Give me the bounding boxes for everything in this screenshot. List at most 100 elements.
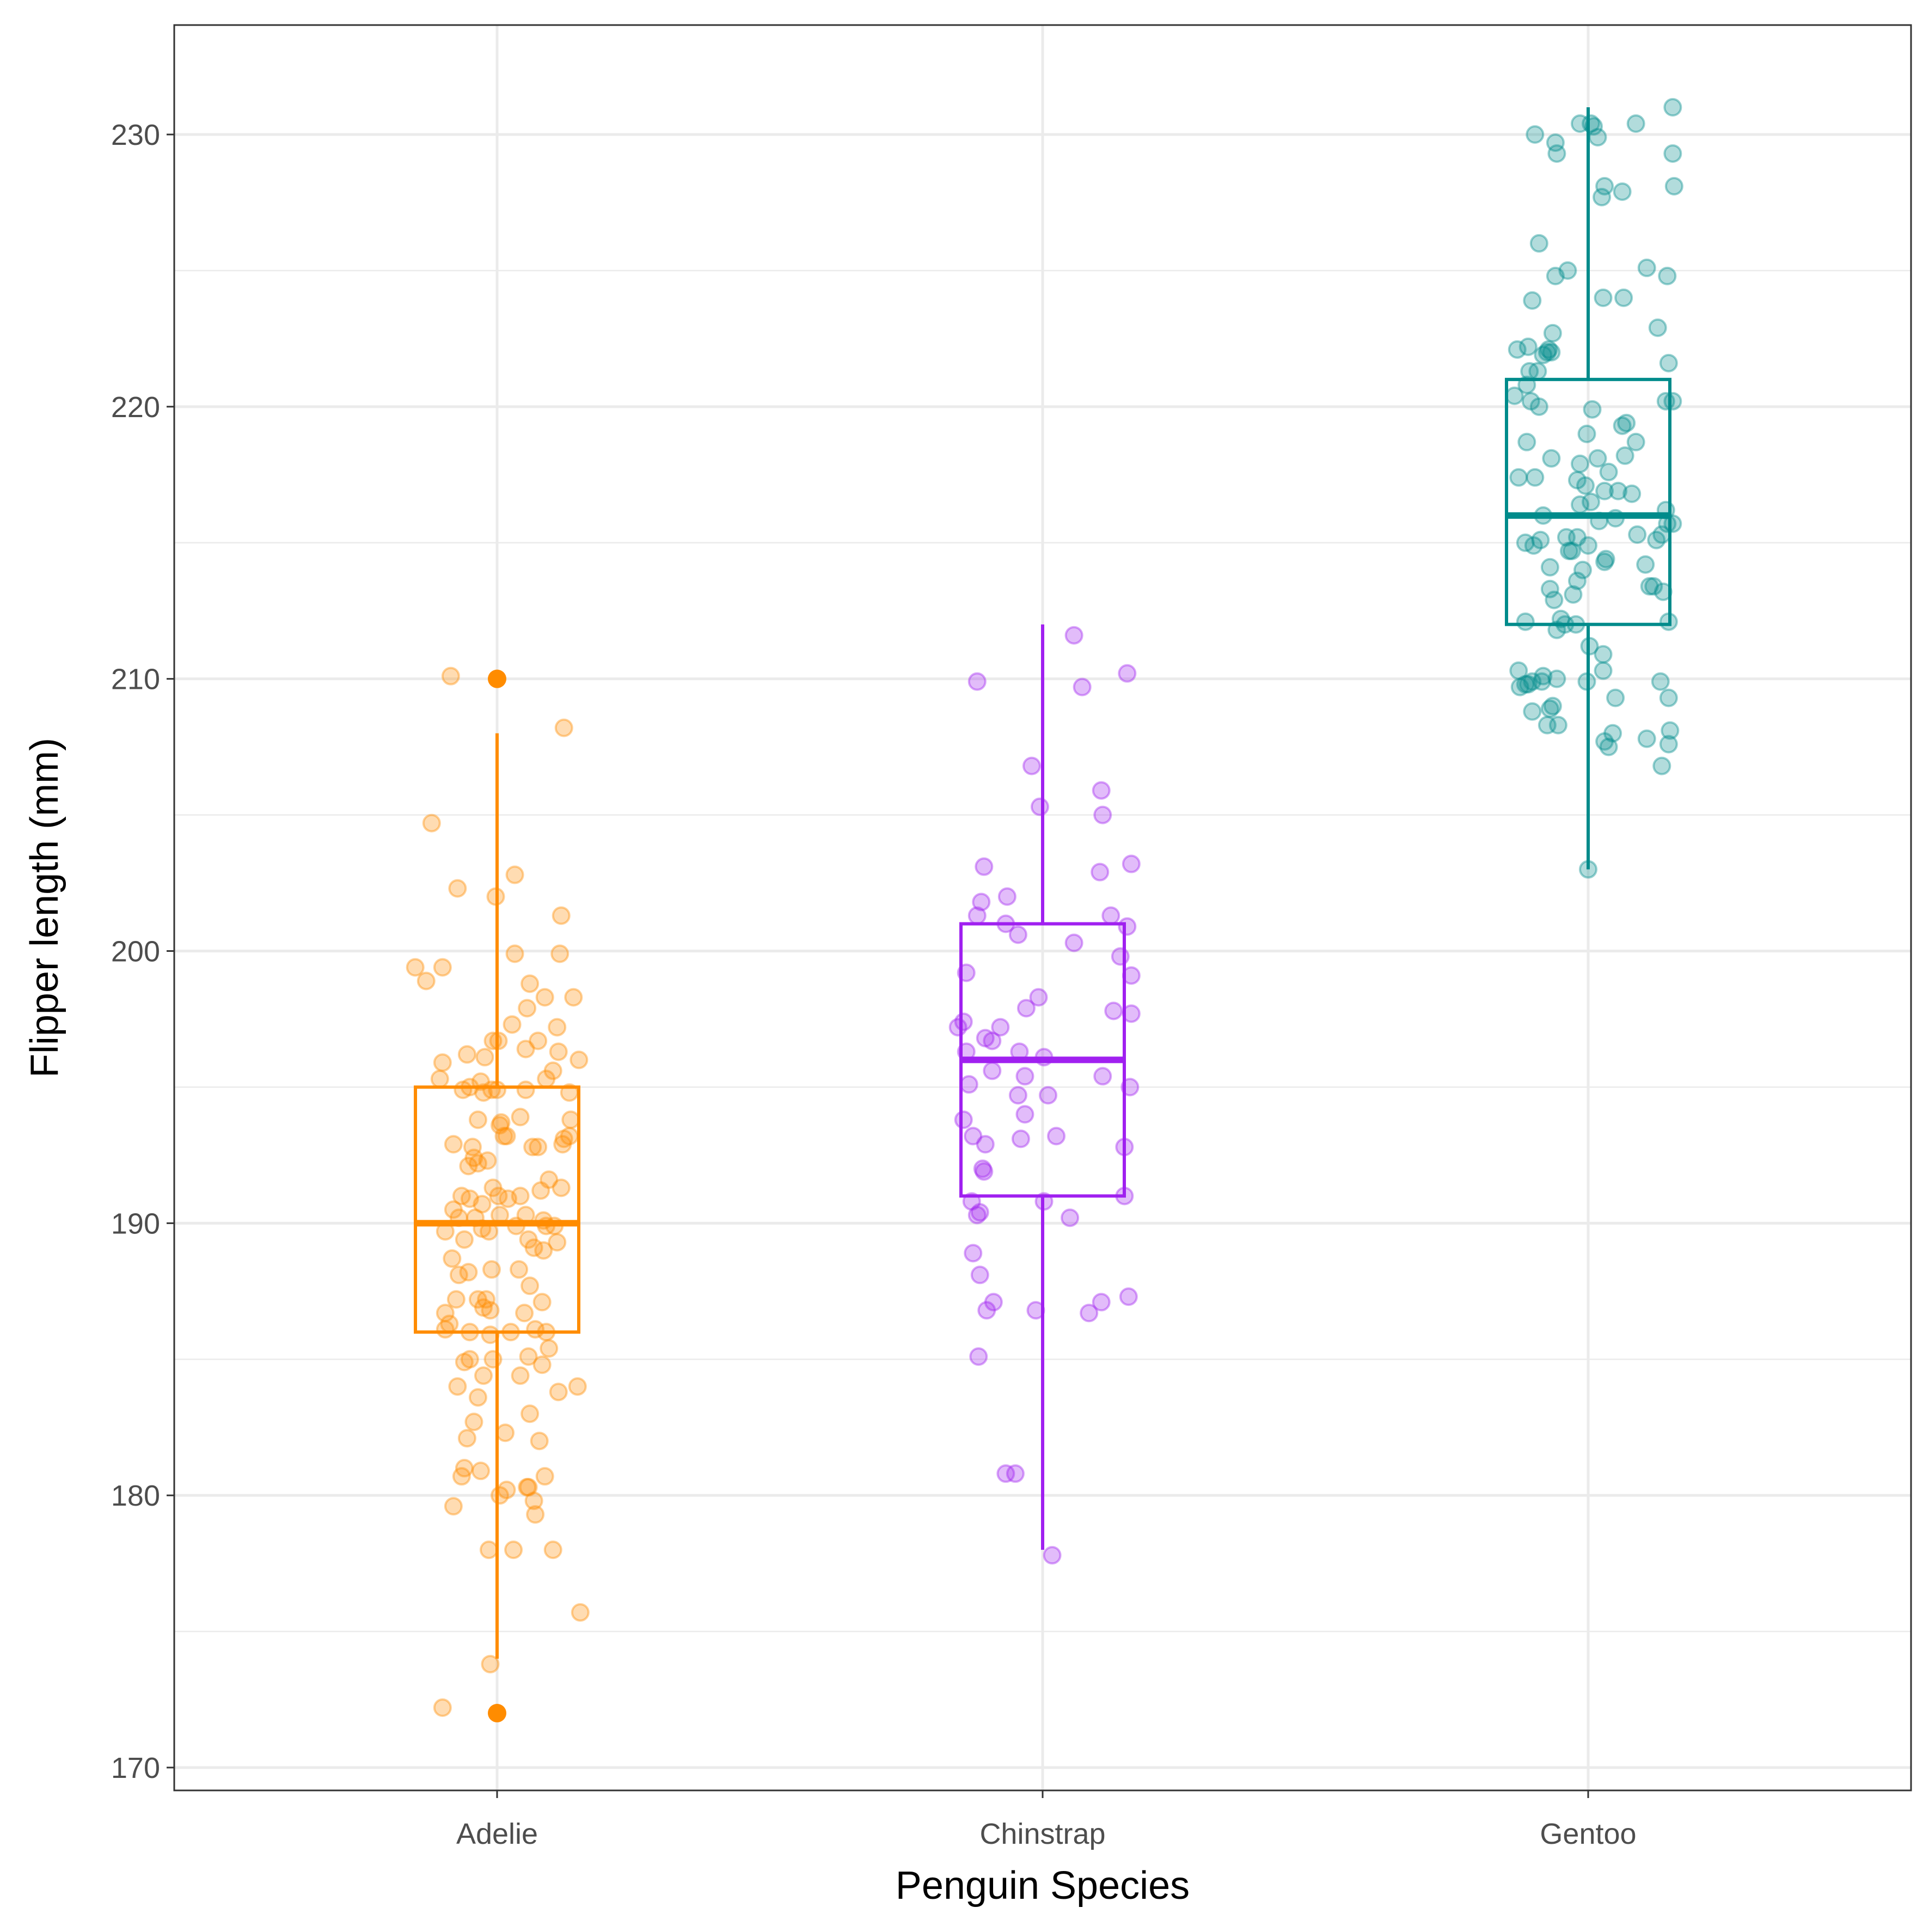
data-point (483, 1178, 503, 1197)
data-point (560, 1127, 579, 1146)
data-point (1534, 506, 1553, 525)
data-point (444, 1200, 463, 1219)
data-point (1546, 133, 1565, 152)
x-tick-label: Chinstrap (979, 1818, 1105, 1850)
y-tick-label: 230 (111, 119, 160, 151)
data-point (1122, 854, 1141, 873)
data-point (1652, 756, 1671, 775)
data-point (1556, 615, 1575, 634)
data-point (984, 1293, 1003, 1312)
data-point (459, 1157, 478, 1176)
data-point (1064, 933, 1083, 952)
data-point (569, 1050, 589, 1069)
data-point (526, 1505, 545, 1524)
data-point (1523, 672, 1542, 691)
data-point (511, 1108, 530, 1127)
data-point (449, 1265, 468, 1285)
iqr-box (414, 1085, 580, 1334)
data-point (1016, 999, 1036, 1018)
data-point (433, 1698, 452, 1717)
data-point (466, 1208, 485, 1227)
data-point (1663, 144, 1682, 163)
data-point (1080, 1304, 1099, 1323)
data-point (1583, 400, 1602, 419)
data-point (1034, 1048, 1054, 1067)
data-point (1570, 114, 1589, 133)
data-point (561, 1110, 580, 1129)
data-point (1518, 337, 1538, 356)
data-point (1540, 558, 1559, 577)
points-adelie (406, 667, 590, 1717)
data-point (475, 1048, 494, 1067)
data-point (549, 1383, 568, 1402)
data-point (1582, 492, 1601, 511)
data-point (560, 1083, 579, 1102)
data-point (552, 1178, 571, 1197)
data-point (1570, 454, 1589, 473)
data-point (1617, 413, 1636, 432)
data-point (446, 1290, 466, 1309)
data-point (1115, 1187, 1134, 1206)
data-point (1532, 672, 1551, 691)
box-layer (414, 107, 1671, 1723)
outlier-point (488, 669, 506, 688)
data-point (483, 1350, 503, 1369)
data-point (1579, 536, 1597, 555)
data-point (969, 1347, 988, 1366)
data-point (455, 1459, 474, 1478)
data-point (491, 1116, 510, 1135)
x-tick-label: Adelie (456, 1818, 538, 1850)
data-point (486, 887, 505, 906)
data-point (497, 1127, 516, 1146)
data-point (433, 1053, 452, 1072)
data-point (1104, 1001, 1123, 1020)
data-point (548, 1233, 567, 1252)
data-point (976, 1135, 995, 1154)
data-point (468, 1388, 487, 1407)
data-point (452, 1467, 471, 1486)
data-point (460, 1189, 479, 1208)
data-point (1542, 343, 1561, 362)
data-point (1008, 1086, 1027, 1105)
data-point (954, 1110, 973, 1129)
data-point (975, 857, 994, 876)
data-point (496, 1423, 515, 1442)
data-point (519, 1478, 538, 1497)
data-point (1658, 514, 1677, 533)
data-point (444, 1135, 463, 1154)
data-point (520, 1404, 540, 1423)
points-gentoo (1505, 98, 1683, 879)
data-point (482, 1080, 501, 1099)
data-point (503, 1015, 522, 1034)
data-point (1663, 514, 1682, 533)
data-point (1061, 1208, 1080, 1227)
data-point (1546, 266, 1565, 285)
data-point (1573, 560, 1592, 579)
data-point (554, 718, 573, 737)
data-point (1120, 1078, 1140, 1097)
data-point (501, 1323, 520, 1342)
data-point (1547, 144, 1566, 163)
data-point (516, 1080, 535, 1099)
data-point (463, 1138, 482, 1157)
data-point (534, 1211, 553, 1230)
data-point (1039, 1086, 1058, 1105)
data-point (529, 1031, 548, 1050)
data-point (1593, 187, 1612, 206)
points-chinstrap (948, 626, 1141, 1565)
data-point (519, 1347, 538, 1366)
data-point (1613, 416, 1632, 435)
data-point (1523, 291, 1542, 310)
data-point (1579, 860, 1597, 879)
data-point (471, 1462, 490, 1481)
data-point (516, 1206, 535, 1225)
data-point (550, 944, 569, 963)
data-point (1603, 724, 1622, 743)
data-point (1606, 509, 1625, 528)
data-point (436, 1222, 455, 1241)
data-point (534, 1241, 553, 1260)
data-point (1647, 530, 1666, 549)
data-point (460, 1350, 479, 1369)
data-point (1622, 484, 1642, 503)
